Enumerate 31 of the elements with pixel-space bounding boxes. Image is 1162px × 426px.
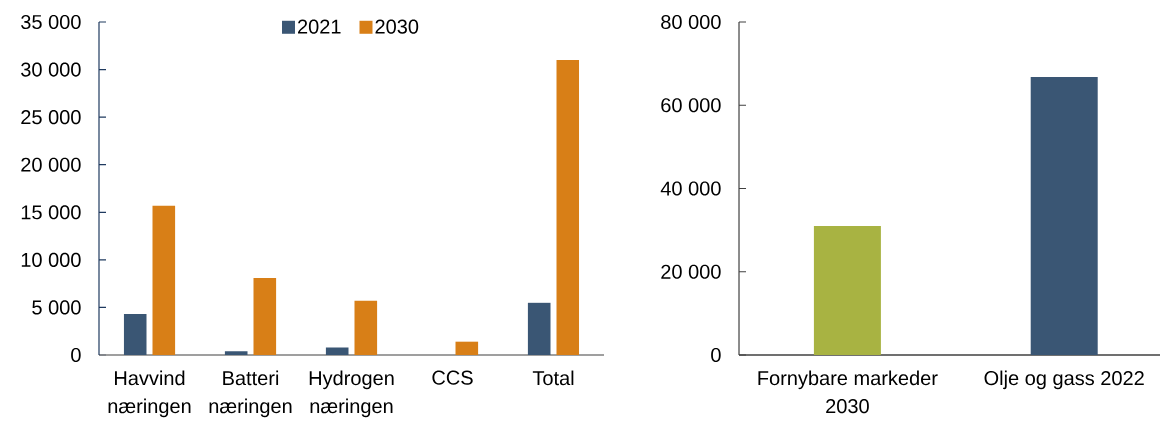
bar bbox=[325, 347, 349, 355]
bar bbox=[527, 302, 551, 355]
y-tick-label: 15 000 bbox=[21, 205, 81, 220]
bar bbox=[224, 351, 248, 355]
y-tick-label: 20 000 bbox=[21, 157, 81, 172]
bar bbox=[253, 277, 277, 355]
x-tick-label: Fornybare markeder 2030 bbox=[758, 370, 938, 414]
y-tick-label: 60 000 bbox=[661, 98, 721, 113]
y-tick-label: 40 000 bbox=[660, 181, 721, 196]
bar bbox=[152, 205, 176, 355]
bar bbox=[556, 60, 580, 355]
y-tick-label: 80 000 bbox=[661, 14, 721, 30]
x-tick-label: Olje og gass 2022 bbox=[984, 370, 1144, 390]
x-tick-label: Havvind næringen bbox=[108, 370, 191, 418]
legend-label: 2021 bbox=[298, 19, 341, 34]
bar bbox=[123, 314, 147, 355]
x-tick-label: CCS bbox=[432, 370, 473, 385]
y-tick-label: 5 000 bbox=[32, 300, 81, 315]
y-tick-label: 25 000 bbox=[21, 110, 81, 125]
y-tick-label: 0 bbox=[71, 347, 81, 363]
y-tick-label: 30 000 bbox=[21, 62, 81, 77]
legend-label: 2030 bbox=[375, 19, 419, 34]
y-tick-label: 20 000 bbox=[661, 264, 721, 279]
y-tick-label: 0 bbox=[711, 347, 721, 363]
y-tick-label: 35 000 bbox=[21, 14, 81, 30]
x-tick-label: Batteri næringen bbox=[209, 370, 292, 418]
bar bbox=[354, 300, 378, 355]
bar bbox=[455, 341, 479, 355]
y-tick-label: 10 000 bbox=[21, 252, 81, 267]
x-tick-label: Hydrogen næringen bbox=[309, 370, 394, 418]
x-tick-label: Total bbox=[532, 370, 574, 386]
